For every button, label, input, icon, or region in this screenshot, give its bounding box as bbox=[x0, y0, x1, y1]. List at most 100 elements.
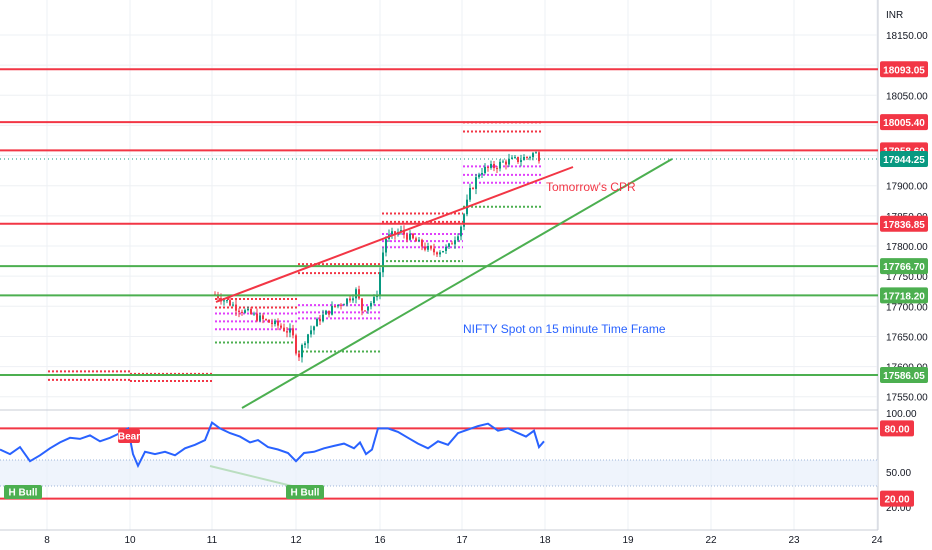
candle-body bbox=[496, 168, 498, 170]
oscillator-pane[interactable]: 100.00 50.00 20.00 80.00 20.00 Bear H Bull H Bu… bbox=[0, 409, 917, 514]
currency-label: INR bbox=[886, 10, 903, 21]
time-tick-label: 24 bbox=[871, 535, 883, 546]
candle-body bbox=[265, 319, 267, 321]
candle-body bbox=[427, 246, 429, 250]
candle-body bbox=[316, 318, 318, 327]
candle-body bbox=[520, 160, 522, 162]
candle-body bbox=[451, 243, 453, 245]
time-tick-label: 10 bbox=[124, 535, 136, 546]
candle-body bbox=[469, 187, 471, 200]
candle-body bbox=[238, 310, 240, 312]
candle-body bbox=[274, 320, 276, 325]
price-level-label: 17766.70 bbox=[883, 262, 925, 273]
signal-marker-label: H Bull bbox=[9, 488, 38, 499]
candle-body bbox=[244, 310, 246, 313]
oscillator-tick-label: 20.00 bbox=[886, 503, 911, 514]
candle-body bbox=[355, 289, 357, 299]
candle-body bbox=[481, 173, 483, 175]
oscillator-tick-label: 50.00 bbox=[886, 468, 911, 479]
candle-body bbox=[514, 156, 516, 158]
lower-trendline[interactable] bbox=[241, 158, 673, 409]
divergence-line bbox=[209, 465, 297, 488]
price-tick-label: 17900.00 bbox=[886, 182, 928, 193]
candle-body bbox=[250, 308, 252, 315]
price-tick-label: 17750.00 bbox=[886, 272, 928, 283]
candle-body bbox=[379, 272, 381, 296]
candle-body bbox=[448, 243, 450, 247]
candle-body bbox=[424, 246, 426, 250]
candle-body bbox=[538, 152, 540, 162]
candle-body bbox=[361, 298, 363, 311]
support-resistance-levels[interactable]: 18093.0518005.4017958.6017836.8517766.70… bbox=[0, 61, 928, 383]
candle-body bbox=[403, 230, 405, 235]
last-price-badge bbox=[880, 151, 928, 168]
candle-body bbox=[259, 315, 261, 321]
candle-body bbox=[358, 289, 360, 299]
candle-body bbox=[286, 331, 288, 333]
candle-body bbox=[415, 238, 417, 242]
candle-body bbox=[490, 163, 492, 168]
oscillator-line[interactable] bbox=[0, 421, 545, 469]
time-axis-ticks: 8 10 11 12 16 17 18 19 22 23 24 bbox=[44, 535, 883, 546]
time-tick-label: 18 bbox=[539, 535, 551, 546]
candle-body bbox=[229, 300, 231, 306]
candle-body bbox=[268, 319, 270, 323]
channel-trendlines[interactable] bbox=[215, 158, 673, 409]
oscillator-level-label: 80.00 bbox=[884, 424, 909, 435]
candle-body bbox=[331, 305, 333, 315]
price-tick-label: 17700.00 bbox=[886, 302, 928, 313]
candle-body bbox=[232, 304, 234, 306]
candle-body bbox=[247, 308, 249, 311]
candle-body bbox=[349, 298, 351, 301]
price-tick-label: 18050.00 bbox=[886, 91, 928, 102]
price-level-badge bbox=[880, 215, 928, 232]
time-tick-label: 12 bbox=[290, 535, 302, 546]
candle-body bbox=[529, 157, 531, 159]
candle-body bbox=[301, 344, 303, 358]
candle-body bbox=[367, 306, 369, 311]
candle-body bbox=[310, 330, 312, 335]
time-tick-label: 11 bbox=[207, 535, 218, 546]
candle-body bbox=[334, 305, 336, 307]
candle-body bbox=[337, 304, 339, 307]
cpr-annotation: Tomorrow's CPR bbox=[546, 180, 636, 194]
candle-body bbox=[271, 322, 273, 325]
candlesticks bbox=[214, 149, 540, 363]
price-tick-label: 17650.00 bbox=[886, 332, 928, 343]
candle-body bbox=[304, 343, 306, 345]
candle-body bbox=[385, 238, 387, 253]
time-tick-label: 19 bbox=[622, 535, 634, 546]
price-level-label: 18093.05 bbox=[883, 65, 925, 76]
candle-body bbox=[241, 311, 243, 313]
candle-body bbox=[373, 297, 375, 304]
signal-marker-label: Bear bbox=[118, 432, 140, 443]
signal-marker bbox=[118, 429, 140, 443]
oscillator-tick-label: 100.00 bbox=[886, 409, 917, 420]
candle-body bbox=[253, 313, 255, 315]
candle-body bbox=[298, 353, 300, 358]
price-tick-label: 18150.00 bbox=[886, 31, 928, 42]
price-tick-label: 17550.00 bbox=[886, 393, 928, 404]
chart-description-annotation: NIFTY Spot on 15 minute Time Frame bbox=[463, 322, 666, 336]
candle-body bbox=[439, 252, 441, 255]
candle-body bbox=[325, 310, 327, 315]
last-price-label: 17944.25 bbox=[883, 155, 925, 166]
candle-body bbox=[235, 304, 237, 311]
upper-trendline[interactable] bbox=[215, 166, 574, 303]
candle-body bbox=[478, 174, 480, 178]
candle-body bbox=[430, 246, 432, 249]
signal-marker bbox=[286, 485, 324, 499]
time-tick-label: 22 bbox=[705, 535, 717, 546]
candle-body bbox=[343, 304, 345, 306]
candle-body bbox=[508, 158, 510, 165]
candle-body bbox=[295, 335, 297, 354]
candle-body bbox=[283, 327, 285, 332]
candle-body bbox=[364, 310, 366, 312]
time-tick-label: 17 bbox=[456, 535, 468, 546]
price-level-badge bbox=[880, 287, 928, 304]
candle-body bbox=[535, 152, 537, 154]
candle-body bbox=[487, 166, 489, 168]
candle-body bbox=[463, 214, 465, 227]
candle-body bbox=[370, 303, 372, 307]
